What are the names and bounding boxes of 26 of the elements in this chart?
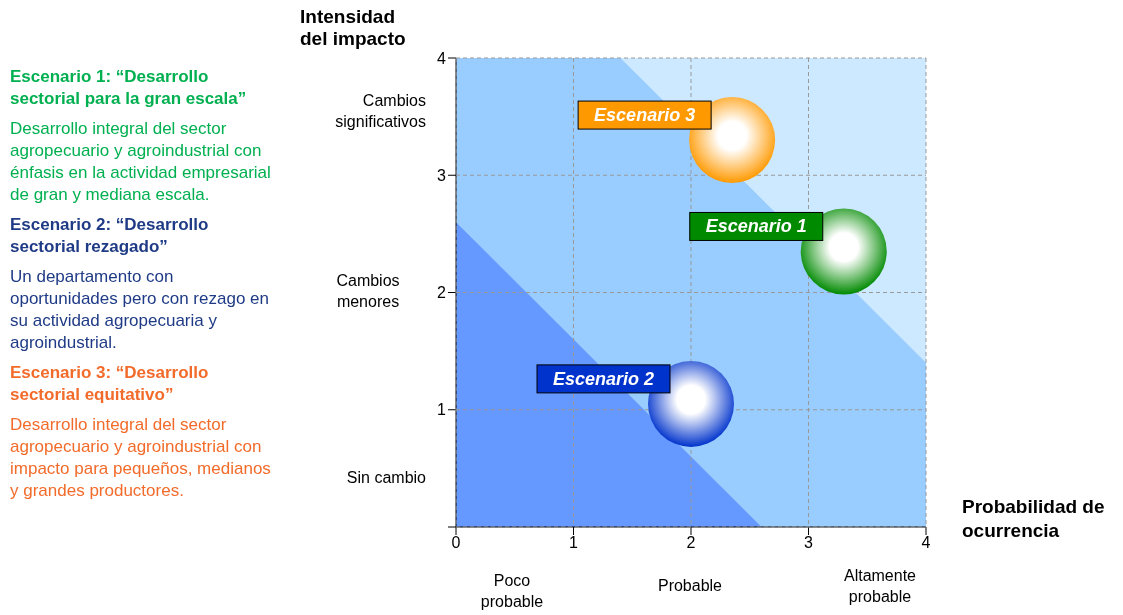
series-label: Escenario 1: [705, 216, 807, 237]
text: Poco probable: [479, 571, 545, 612]
text: Altamente probable: [842, 566, 917, 607]
text: Escenario 3: “Desarrollo sectorial equitativo”: [10, 362, 210, 406]
text: Escenario 2: “Desarrollo sectorial rezagado”: [10, 214, 210, 258]
y-tick-label: 1: [437, 401, 447, 419]
x-tick-label: 0: [451, 534, 461, 552]
text: Cambios menores: [335, 271, 401, 312]
series-label: Escenario 3: [594, 105, 696, 126]
text: Cambios significativos: [334, 91, 426, 132]
text: Desarrollo integral del sector agropecuario y agroindustrial con énfasis en la actividad empresarial de gran y mediana escala.: [10, 118, 272, 206]
y-tick-label: 3: [437, 166, 447, 184]
text: Un departamento con oportunidades pero con rezago en su actividad agropecuaria y agroindustrial.: [10, 266, 270, 354]
text: Escenario 1: “Desarrollo sectorial para la gran escala”: [10, 66, 248, 110]
x-tick-label: 2: [686, 534, 696, 552]
y-axis-title: Intensidad del impacto: [300, 6, 407, 50]
text: Probable: [656, 576, 723, 596]
y-tick-label: 4: [437, 49, 447, 67]
x-tick-label: 3: [804, 534, 814, 552]
series-label: Escenario 2: [552, 368, 655, 389]
y-tick-label: 2: [437, 284, 447, 302]
x-tick-label: 4: [921, 534, 931, 552]
text: Sin cambio: [345, 468, 426, 488]
x-tick-label: 1: [569, 534, 579, 552]
text: Desarrollo integral del sector agropecuario y agroindustrial con impacto para pequeños, medianos y grandes productores.: [10, 414, 272, 502]
x-axis-title: Probabilidad de ocurrencia: [962, 495, 1106, 543]
